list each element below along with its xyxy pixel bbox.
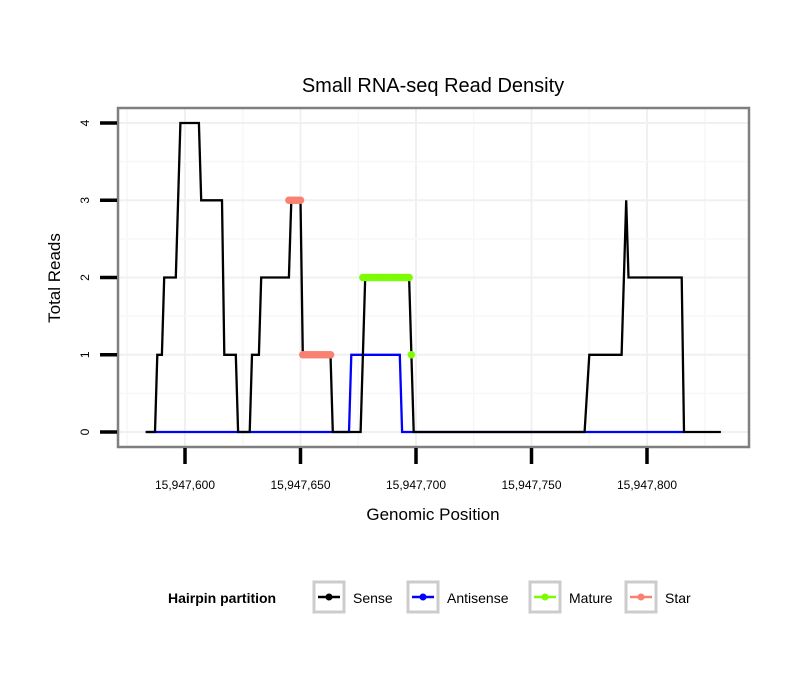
y-tick-label: 4	[78, 119, 92, 126]
legend-key-point	[325, 593, 333, 601]
legend-label: Star	[665, 590, 691, 606]
legend-item-mature: Mature	[528, 580, 613, 614]
mature-point	[407, 350, 416, 359]
legend: Hairpin partition Sense Antisense Mature St…	[168, 580, 691, 614]
legend-key-point	[637, 593, 645, 601]
x-tick-label: 15,947,800	[617, 478, 677, 492]
star-point	[326, 350, 335, 359]
y-tick-label: 1	[78, 351, 92, 358]
x-tick-label: 15,947,750	[501, 478, 561, 492]
series-layer	[145, 121, 721, 434]
legend-label: Mature	[569, 590, 613, 606]
x-axis-title: Genomic Position	[366, 505, 499, 524]
legend-item-sense: Sense	[312, 580, 393, 614]
y-axis: 0 1 2 3 4	[78, 119, 117, 435]
series-mature	[359, 273, 416, 359]
y-tick-label: 2	[78, 274, 92, 281]
x-tick-label: 15,947,650	[270, 478, 330, 492]
legend-item-star: Star	[624, 580, 691, 614]
star-point	[296, 196, 305, 205]
y-tick-label: 0	[78, 428, 92, 435]
x-axis: 15,947,600 15,947,650 15,947,700 15,947,750…	[155, 448, 677, 492]
x-tick-label: 15,947,700	[386, 478, 446, 492]
x-tick-label: 15,947,600	[155, 478, 215, 492]
legend-key-point	[541, 593, 549, 601]
legend-item-antisense: Antisense	[406, 580, 509, 614]
legend-key-point	[419, 593, 427, 601]
series-star	[285, 196, 335, 359]
series-sense	[145, 121, 721, 434]
legend-label: Sense	[353, 590, 393, 606]
mature-point	[405, 273, 413, 282]
y-axis-title: Total Reads	[45, 233, 64, 323]
panel-border	[116, 106, 751, 449]
legend-title: Hairpin partition	[168, 590, 276, 606]
sense-line	[145, 121, 721, 434]
legend-label: Antisense	[447, 590, 509, 606]
chart-title: Small RNA-seq Read Density	[302, 75, 564, 97]
y-tick-label: 3	[78, 197, 92, 204]
